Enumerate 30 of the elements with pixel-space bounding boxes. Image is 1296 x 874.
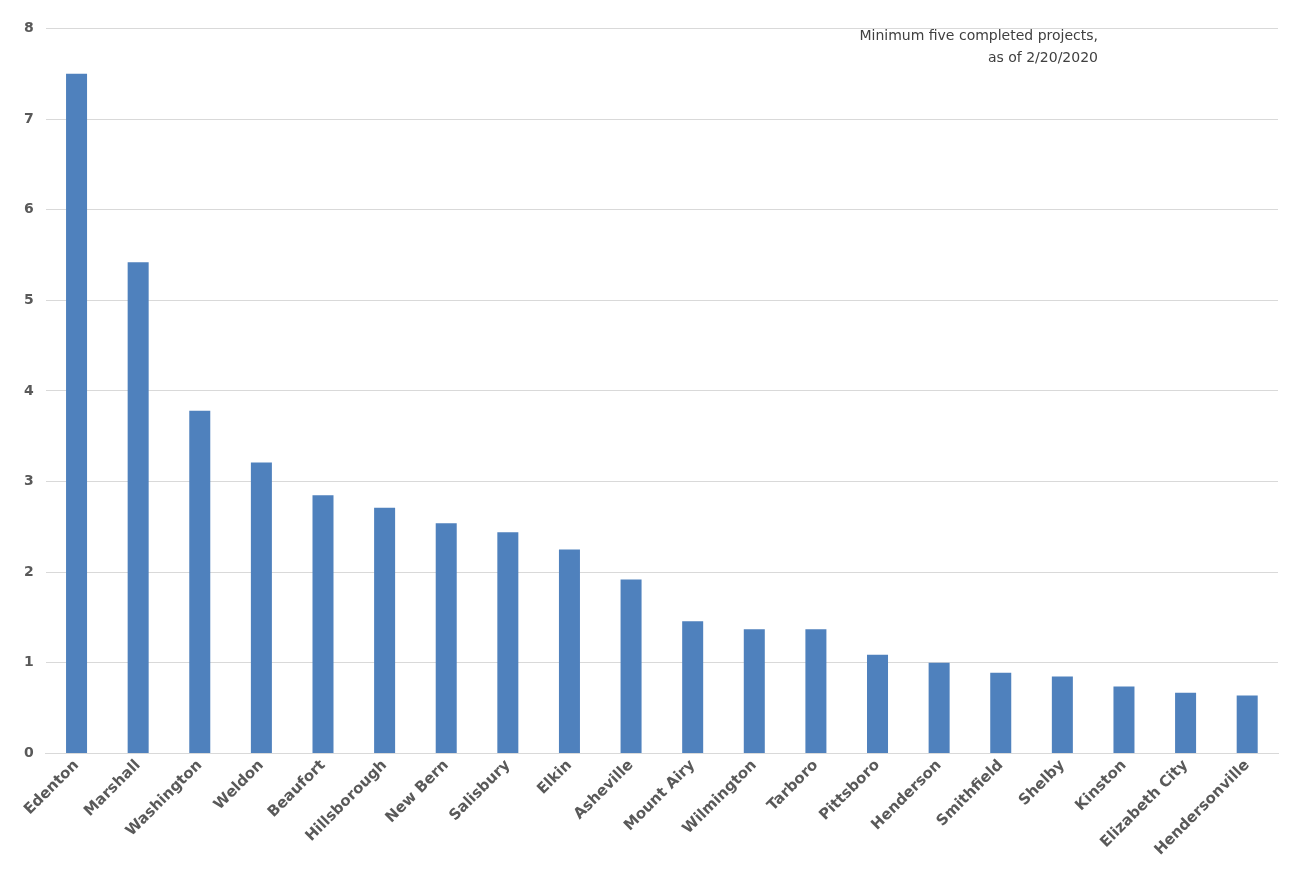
bar bbox=[743, 629, 765, 753]
bar bbox=[127, 262, 149, 753]
bar bbox=[189, 410, 211, 753]
y-tick-label: 5 bbox=[23, 290, 34, 307]
bar bbox=[928, 662, 950, 753]
bar bbox=[1236, 695, 1258, 753]
bar bbox=[1051, 676, 1073, 753]
y-tick-label: 4 bbox=[23, 381, 34, 398]
bar bbox=[1175, 692, 1197, 753]
bar bbox=[805, 629, 827, 753]
bar bbox=[66, 73, 88, 753]
y-tick-label: 3 bbox=[23, 472, 34, 489]
bar bbox=[867, 654, 889, 753]
y-tick-label: 7 bbox=[23, 109, 34, 126]
bar bbox=[990, 672, 1012, 753]
y-tick-label: 6 bbox=[23, 200, 34, 217]
bar bbox=[558, 549, 580, 753]
y-tick-label: 2 bbox=[23, 562, 34, 579]
bar bbox=[435, 523, 457, 753]
bar bbox=[250, 462, 272, 753]
y-tick-label: 0 bbox=[23, 744, 34, 761]
bar bbox=[682, 621, 704, 753]
bar bbox=[1113, 686, 1135, 753]
y-tick-label: 1 bbox=[23, 653, 34, 670]
bar bbox=[374, 507, 396, 753]
bar bbox=[620, 579, 642, 753]
bar bbox=[497, 532, 519, 753]
y-tick-label: 8 bbox=[23, 19, 34, 36]
annotation: Minimum five completed projects, as of 2/20/2020 bbox=[859, 26, 1098, 67]
bar bbox=[312, 495, 334, 753]
